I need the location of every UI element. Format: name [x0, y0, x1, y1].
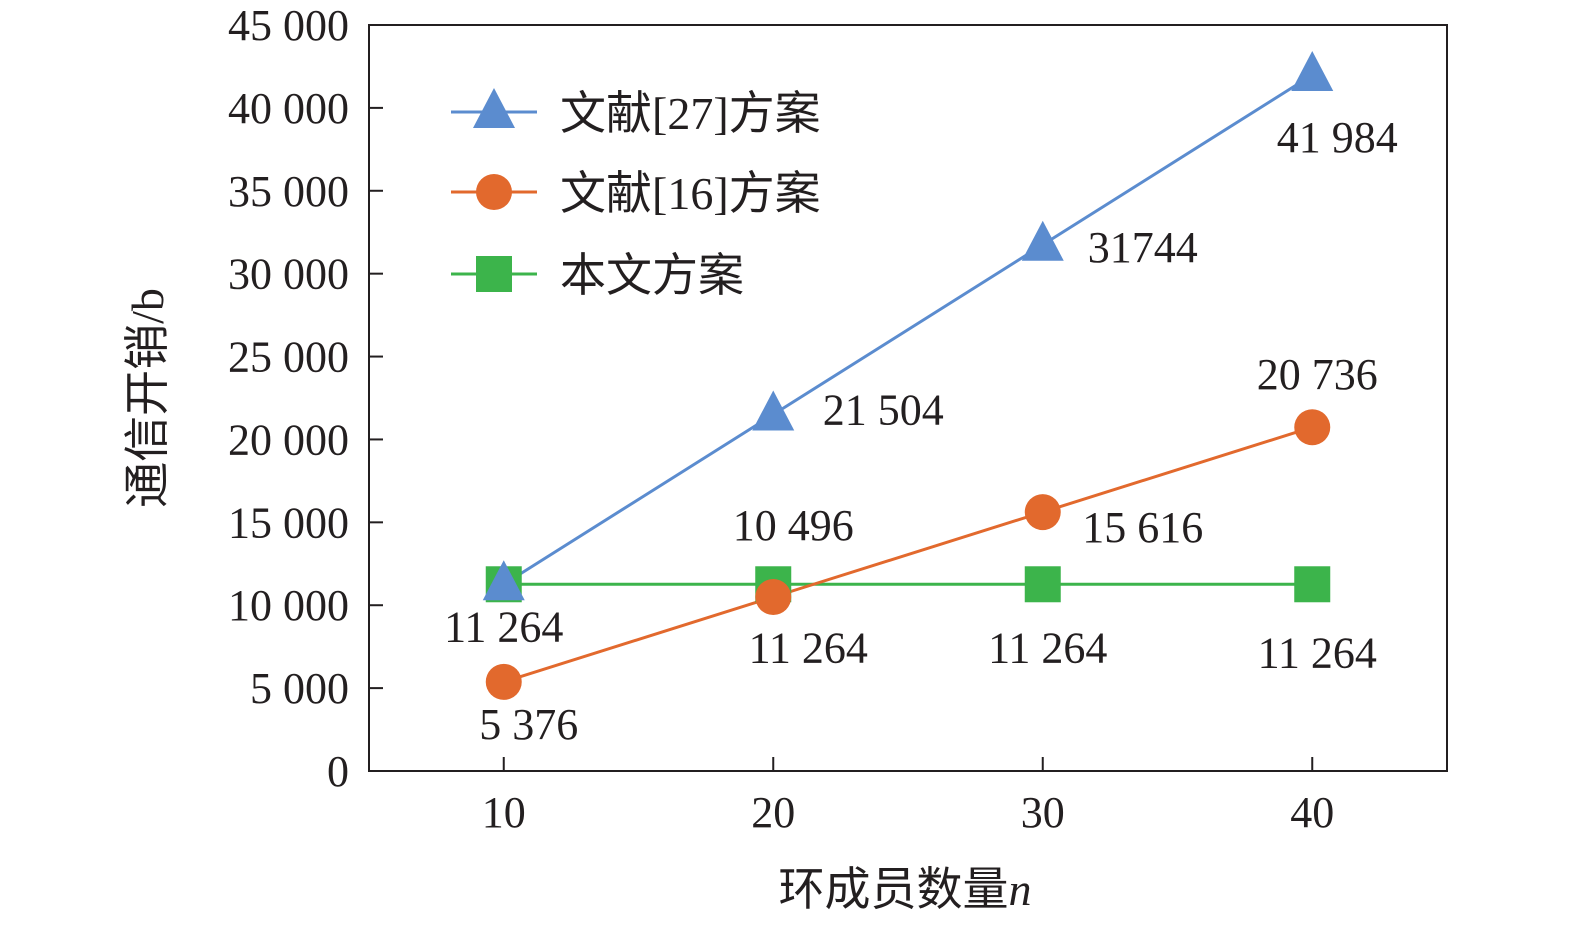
data-label: 11 264: [988, 623, 1107, 672]
y-tick-label: 0: [327, 747, 349, 796]
legend-label: 本文方案: [560, 250, 744, 301]
series-lines: [502, 73, 1314, 684]
data-label: 11 264: [1258, 628, 1377, 677]
data-label: 41 984: [1277, 113, 1398, 162]
series-line: [503, 425, 1313, 684]
data-point: [1021, 220, 1064, 261]
legend-marker: [473, 88, 515, 128]
legend-label: 文献[27]方案: [560, 88, 821, 139]
x-tick-label: 20: [751, 788, 795, 837]
data-point: [485, 663, 522, 700]
series-line: [502, 73, 1314, 586]
y-tick-label: 40 000: [228, 84, 349, 133]
plot-frame: [368, 24, 1448, 772]
data-label: 31744: [1088, 223, 1198, 272]
y-tick-label: 30 000: [228, 250, 349, 299]
data-label: 15 616: [1082, 503, 1203, 552]
data-label: 11 264: [749, 623, 868, 672]
data-label: 5 376: [479, 700, 578, 749]
data-point: [1024, 566, 1061, 603]
data-point: [752, 390, 795, 431]
y-tick-label: 35 000: [228, 167, 349, 216]
y-axis-title: 通信开销/b: [122, 288, 173, 508]
x-tick-label: 40: [1290, 788, 1334, 837]
data-labels: 21 504 31744 41 984 5 376 10 496 15 616 20 736…: [444, 113, 1398, 749]
data-point: [755, 578, 792, 615]
x-tick-label: 10: [482, 788, 526, 837]
data-point: [482, 560, 525, 601]
y-tick-label: 20 000: [228, 415, 349, 464]
y-tick-label: 15 000: [228, 498, 349, 547]
legend-label: 文献[16]方案: [560, 168, 821, 219]
data-label: 21 504: [823, 386, 944, 435]
y-tick-label: 5 000: [250, 664, 349, 713]
data-point: [1294, 409, 1331, 446]
data-label: 20 736: [1257, 350, 1378, 399]
data-label: 11 264: [444, 602, 563, 651]
y-tick-label: 45 000: [228, 1, 349, 50]
x-axis-title-text: 环成员数量: [779, 864, 1009, 915]
series-markers: [482, 50, 1334, 700]
legend-marker: [476, 256, 512, 292]
legend-marker: [476, 174, 512, 210]
x-axis-title-variable: n: [1009, 864, 1032, 915]
data-point: [1294, 566, 1331, 603]
data-label: 10 496: [733, 501, 854, 550]
axes: 0 5 000 10 000 15 000 20 000 25 000 30 000 35 0…: [228, 1, 1448, 837]
data-point: [1024, 494, 1061, 531]
x-tick-label: 30: [1021, 788, 1065, 837]
data-point: [1291, 50, 1334, 91]
x-axis-title: 环成员数量n: [779, 864, 1032, 915]
y-tick-label: 10 000: [228, 581, 349, 630]
y-tick-label: 25 000: [228, 333, 349, 382]
